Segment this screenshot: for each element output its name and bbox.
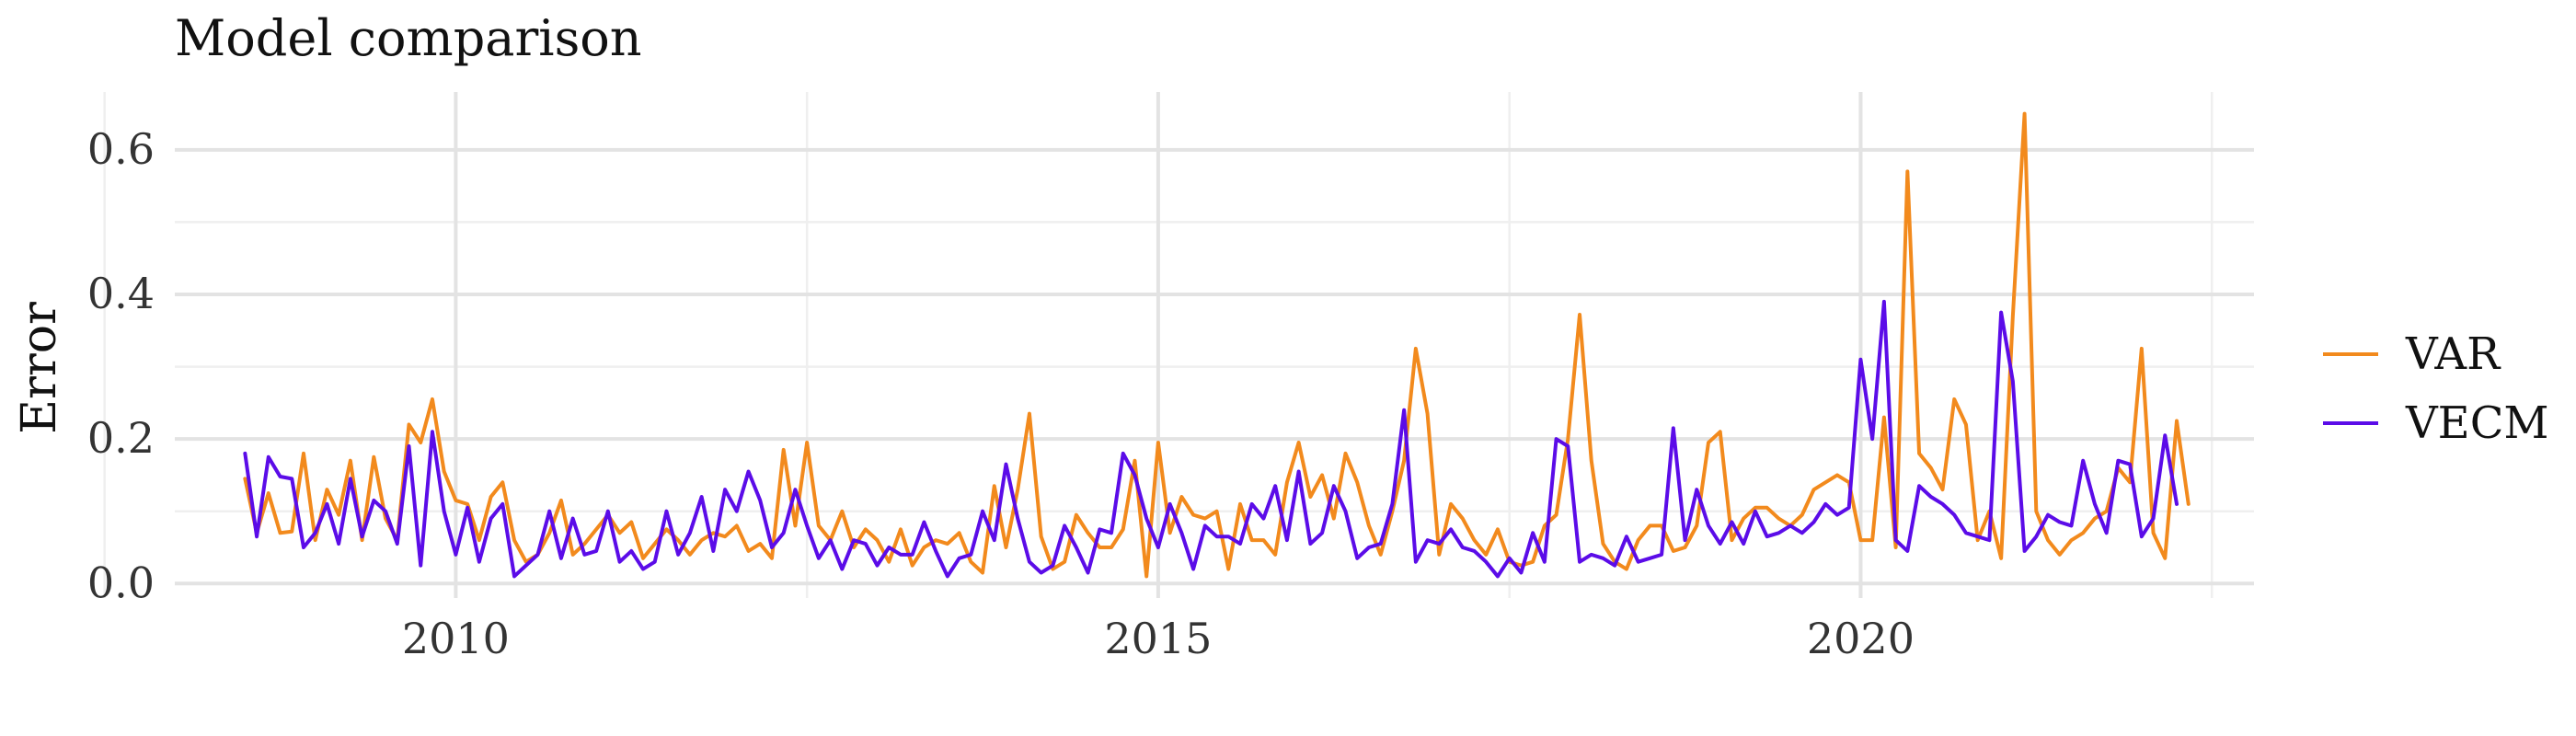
series-lines bbox=[243, 111, 2191, 579]
series-line-var bbox=[243, 111, 2191, 579]
gridlines bbox=[103, 92, 2254, 598]
y-tick-label: 0.6 bbox=[87, 124, 155, 174]
legend-label-vecm: VECM bbox=[2405, 397, 2549, 449]
x-tick-label: 2010 bbox=[402, 614, 510, 663]
legend-label-var: VAR bbox=[2405, 328, 2501, 380]
legend: VAR VECM bbox=[2323, 328, 2549, 449]
x-tick-label: 2020 bbox=[1807, 614, 1915, 663]
axis-labels: 0.0 0.2 0.4 0.6 2010 2015 2020 bbox=[87, 124, 1915, 663]
chart-title: Model comparison bbox=[175, 9, 642, 67]
x-tick-label: 2015 bbox=[1104, 614, 1212, 663]
series-line-vecm bbox=[243, 299, 2179, 579]
y-tick-label: 0.0 bbox=[87, 558, 155, 607]
y-tick-label: 0.4 bbox=[87, 269, 155, 318]
y-axis-label: Error bbox=[12, 302, 67, 434]
y-tick-label: 0.2 bbox=[87, 413, 155, 463]
